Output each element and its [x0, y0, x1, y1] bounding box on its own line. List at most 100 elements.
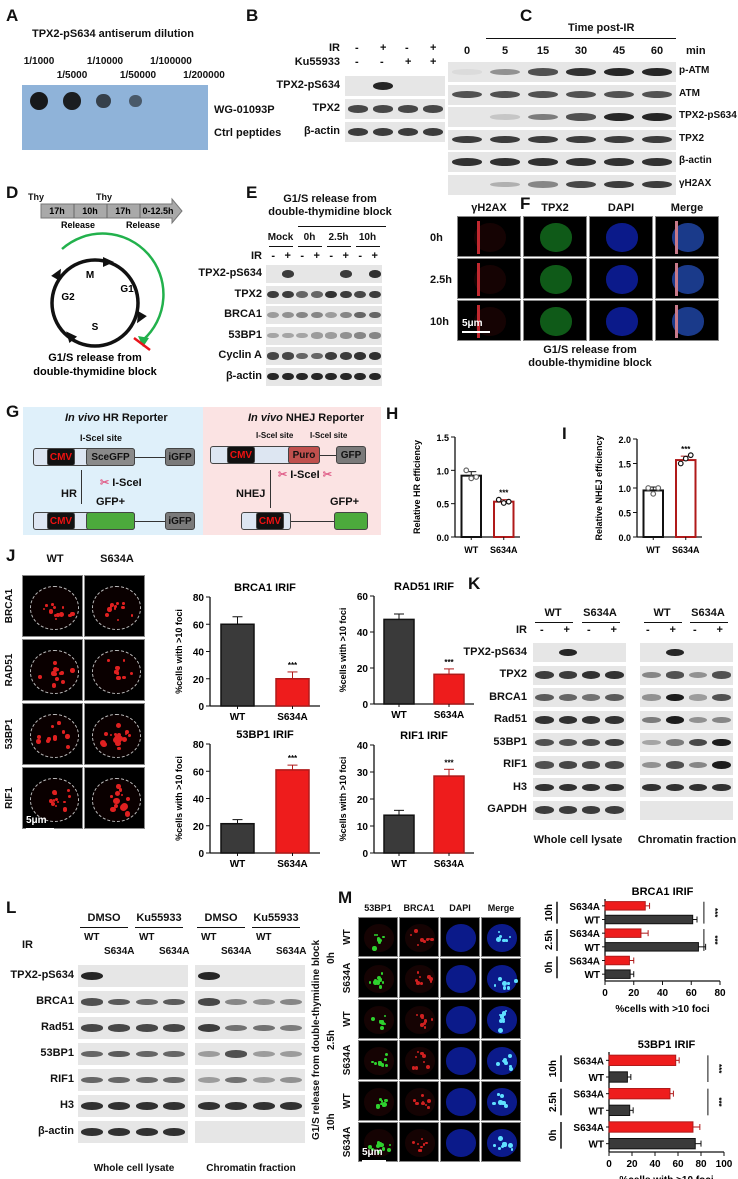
- band: [688, 694, 708, 701]
- focus: [500, 1144, 504, 1148]
- time-label: 10h: [326, 1113, 337, 1131]
- band: [310, 291, 323, 298]
- focus: [507, 1142, 513, 1148]
- blot-TPX2: [448, 129, 676, 150]
- focus: [502, 1019, 505, 1023]
- product-label: GFP+: [330, 496, 360, 508]
- y-tick-label: 1.0: [436, 466, 449, 476]
- band: [135, 1050, 158, 1058]
- linker: [135, 457, 165, 458]
- focus: [372, 946, 377, 951]
- focus: [415, 1066, 419, 1070]
- focus: [498, 1147, 501, 1151]
- band: [163, 1076, 186, 1084]
- treatment-label: DMSO: [87, 912, 121, 924]
- band: [296, 352, 309, 360]
- image-column-label: Merge: [670, 202, 704, 214]
- focus: [422, 1053, 426, 1058]
- band: [535, 671, 554, 679]
- significance-label: ***: [288, 661, 298, 670]
- blot-whole-TPX2: [533, 665, 626, 685]
- italic-title: In vivo: [248, 412, 283, 424]
- scale-bar-label: 5μm: [462, 318, 483, 329]
- focus: [381, 1102, 387, 1107]
- blot-label: BRCA1: [489, 690, 527, 703]
- band: [135, 1128, 158, 1136]
- blot-chromatin-53BP1: [195, 1043, 305, 1065]
- blot-label: β-actin: [679, 155, 712, 166]
- x-tick-label: S634A: [434, 710, 465, 721]
- focus: [378, 1061, 381, 1064]
- nucleus: [486, 924, 518, 952]
- blot-whole-TPX2-pS634: [78, 965, 188, 987]
- band: [422, 128, 443, 136]
- y-tick-label: 2.0: [618, 435, 631, 445]
- focus: [376, 937, 381, 941]
- band: [225, 1102, 248, 1110]
- focus: [129, 671, 133, 675]
- focus: [45, 604, 48, 607]
- band: [135, 1024, 158, 1032]
- band: [451, 158, 483, 166]
- panel-label-B: B: [246, 6, 259, 25]
- micrograph-53BP1-10h-WT: [358, 1081, 398, 1121]
- blot-label: p-ATM: [679, 65, 710, 76]
- band: [642, 671, 661, 679]
- band: [339, 290, 352, 299]
- blot-label: TPX2: [499, 668, 527, 680]
- band: [325, 290, 338, 299]
- ir-sign: -: [329, 250, 334, 262]
- micrograph-BRCA1-S634A: [84, 575, 145, 637]
- hr-reporter-title: In vivo HR Reporter: [65, 412, 168, 424]
- y-tick-label: 1.0: [618, 484, 631, 494]
- bar-WT: [608, 1104, 631, 1116]
- nucleus: [363, 1006, 395, 1034]
- y-tick-label: 0: [198, 849, 204, 860]
- timeline-segment: 10h: [82, 206, 98, 216]
- genotype-label: WT: [342, 1093, 353, 1109]
- band: [558, 806, 578, 814]
- bar-S634A: [493, 500, 515, 538]
- nucleus: [445, 1006, 477, 1034]
- band: [280, 1024, 303, 1032]
- group-line: [582, 622, 620, 623]
- scissors-icon: ✂: [319, 469, 332, 481]
- group-line: [535, 622, 573, 623]
- focus: [116, 746, 121, 751]
- y-tick-label: 60: [193, 767, 205, 778]
- focus: [502, 1059, 505, 1063]
- focus: [373, 1061, 377, 1065]
- data-point: [473, 474, 480, 480]
- band: [665, 739, 685, 746]
- time-label: 5: [501, 45, 509, 57]
- band: [80, 998, 103, 1006]
- focus: [513, 979, 518, 984]
- band: [197, 998, 220, 1006]
- x-tick-label: 40: [649, 1159, 661, 1170]
- blot-label: TPX2-pS634: [679, 110, 737, 121]
- focus: [423, 1060, 426, 1063]
- focus: [375, 1105, 380, 1110]
- ir-sign: +: [563, 624, 570, 636]
- cmv-promoter: CMV: [47, 512, 75, 530]
- blot-whole-β-actin: [78, 1121, 188, 1143]
- panel-label-F: F: [520, 194, 531, 213]
- x-tick-label: WT: [391, 859, 407, 870]
- bar-S634A: [275, 769, 310, 854]
- band: [565, 135, 597, 144]
- thy-label: Thy: [28, 192, 45, 202]
- y-tick-label: 0.5: [436, 500, 449, 510]
- focus: [104, 612, 109, 617]
- band: [605, 783, 624, 792]
- micrograph-Merge-10h-S634A: [481, 1122, 521, 1162]
- focus: [384, 1098, 388, 1103]
- blot-label: RIF1: [50, 1073, 74, 1085]
- cycle-caption: G1/S release from: [48, 352, 142, 364]
- y-tick-label: 40: [357, 741, 369, 752]
- band: [163, 1024, 186, 1032]
- blot-label: RIF1: [503, 758, 527, 770]
- y-axis-label: Relative NHEJ efficiency: [594, 435, 604, 540]
- focus: [426, 1064, 431, 1069]
- blot-chromatin-TPX2-pS634: [195, 965, 305, 987]
- scale-bar: [26, 828, 54, 830]
